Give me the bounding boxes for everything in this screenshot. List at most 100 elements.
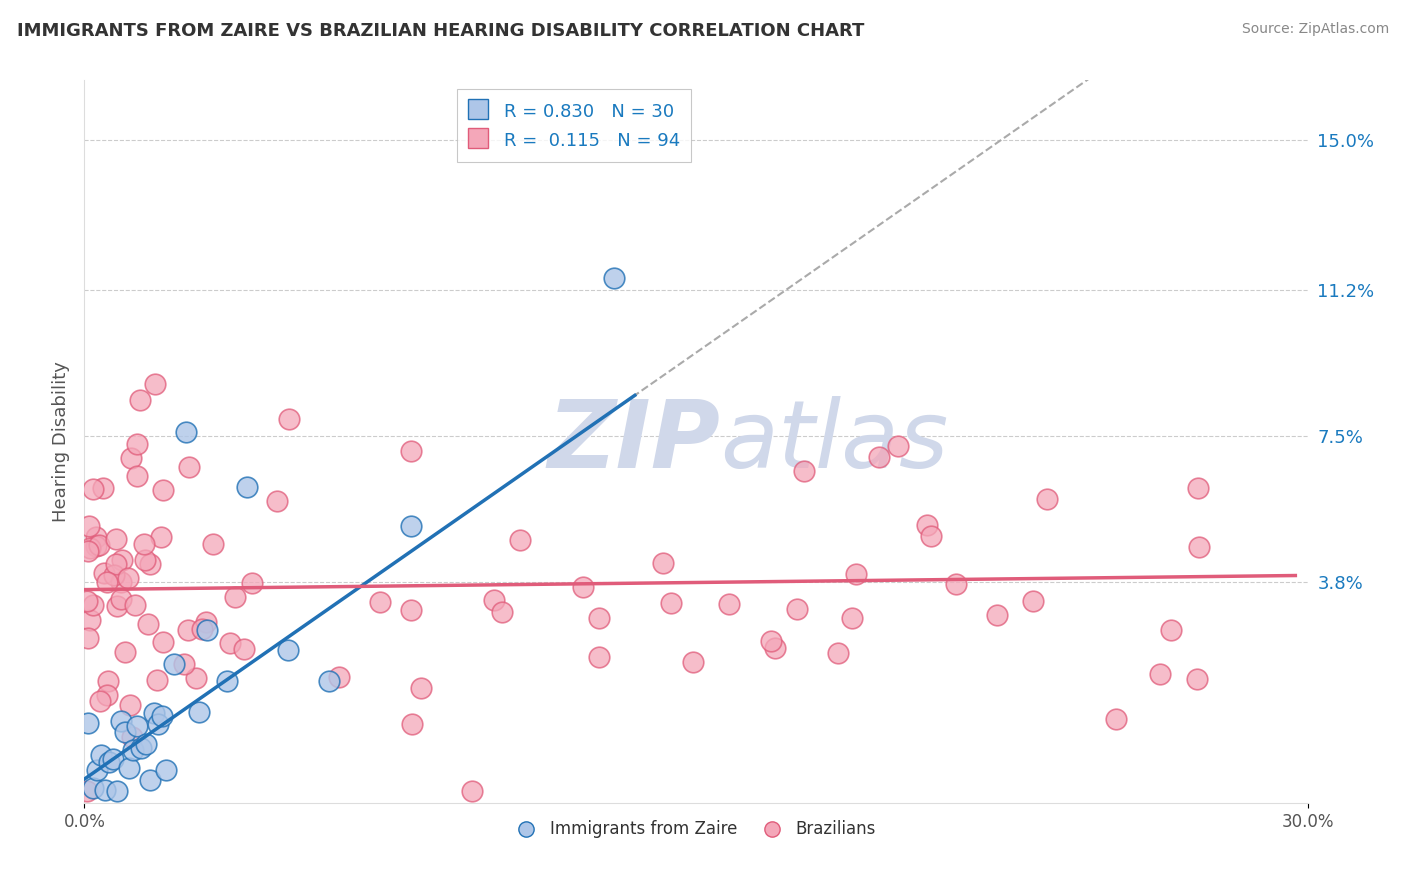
- Point: [202, 537, 225, 551]
- Point: [124, 599, 146, 613]
- Point: [191, 622, 214, 636]
- Point: [150, 530, 173, 544]
- Point: [105, 532, 128, 546]
- Point: [1105, 712, 1128, 726]
- Point: [110, 552, 132, 566]
- Point: [1149, 666, 1171, 681]
- Point: [76, 594, 98, 608]
- Point: [114, 724, 136, 739]
- Point: [572, 580, 595, 594]
- Text: IMMIGRANTS FROM ZAIRE VS BRAZILIAN HEARING DISABILITY CORRELATION CHART: IMMIGRANTS FROM ZAIRE VS BRAZILIAN HEARI…: [17, 22, 865, 40]
- Point: [1187, 481, 1209, 495]
- Text: atlas: atlas: [720, 396, 949, 487]
- Point: [79, 541, 101, 555]
- Point: [986, 608, 1008, 623]
- Point: [128, 392, 150, 407]
- Point: [240, 576, 263, 591]
- Point: [1022, 594, 1045, 608]
- Point: [89, 694, 111, 708]
- Point: [105, 784, 128, 798]
- Point: [1160, 624, 1182, 638]
- Point: [1185, 672, 1208, 686]
- Point: [233, 641, 256, 656]
- Point: [134, 553, 156, 567]
- Point: [84, 539, 107, 553]
- Point: [1036, 491, 1059, 506]
- Point: [93, 566, 115, 580]
- Point: [484, 593, 506, 607]
- Point: [179, 460, 201, 475]
- Point: [717, 597, 740, 611]
- Point: [110, 574, 132, 589]
- Point: [588, 611, 610, 625]
- Point: [150, 709, 173, 723]
- Point: [194, 615, 217, 629]
- Point: [152, 635, 174, 649]
- Point: [399, 603, 422, 617]
- Point: [763, 641, 786, 656]
- Point: [105, 599, 128, 613]
- Point: [101, 752, 124, 766]
- Point: [82, 781, 104, 796]
- Point: [134, 537, 156, 551]
- Point: [146, 717, 169, 731]
- Point: [868, 450, 890, 465]
- Text: ZIP: ZIP: [547, 395, 720, 488]
- Point: [131, 740, 153, 755]
- Point: [96, 574, 118, 589]
- Point: [682, 655, 704, 669]
- Point: [76, 784, 98, 798]
- Point: [152, 483, 174, 498]
- Point: [104, 558, 127, 572]
- Point: [135, 737, 157, 751]
- Point: [125, 469, 148, 483]
- Point: [887, 439, 910, 453]
- Point: [368, 595, 391, 609]
- Point: [278, 412, 301, 426]
- Point: [120, 450, 142, 465]
- Point: [588, 650, 610, 665]
- Point: [401, 717, 423, 731]
- Point: [266, 494, 288, 508]
- Point: [127, 719, 149, 733]
- Point: [77, 632, 100, 646]
- Point: [103, 567, 125, 582]
- Point: [96, 688, 118, 702]
- Point: [117, 571, 139, 585]
- Point: [138, 772, 160, 787]
- Point: [93, 782, 115, 797]
- Point: [759, 633, 782, 648]
- Point: [659, 596, 682, 610]
- Point: [920, 529, 942, 543]
- Point: [90, 747, 112, 762]
- Point: [219, 636, 242, 650]
- Point: [136, 617, 159, 632]
- Point: [118, 761, 141, 775]
- Point: [509, 533, 531, 547]
- Point: [76, 544, 98, 558]
- Point: [224, 590, 246, 604]
- Point: [461, 784, 484, 798]
- Point: [409, 681, 432, 696]
- Point: [110, 591, 132, 606]
- Point: [87, 537, 110, 551]
- Point: [79, 613, 101, 627]
- Point: [146, 673, 169, 687]
- Point: [86, 763, 108, 777]
- Point: [328, 670, 350, 684]
- Point: [184, 671, 207, 685]
- Y-axis label: Hearing Disability: Hearing Disability: [52, 361, 70, 522]
- Point: [841, 611, 863, 625]
- Point: [163, 657, 186, 672]
- Point: [652, 556, 675, 570]
- Point: [318, 673, 340, 688]
- Point: [143, 376, 166, 391]
- Text: Source: ZipAtlas.com: Source: ZipAtlas.com: [1241, 22, 1389, 37]
- Point: [97, 755, 120, 769]
- Point: [82, 598, 104, 612]
- Point: [91, 481, 114, 495]
- Point: [827, 646, 849, 660]
- Point: [121, 730, 143, 744]
- Point: [120, 698, 142, 713]
- Point: [174, 425, 197, 439]
